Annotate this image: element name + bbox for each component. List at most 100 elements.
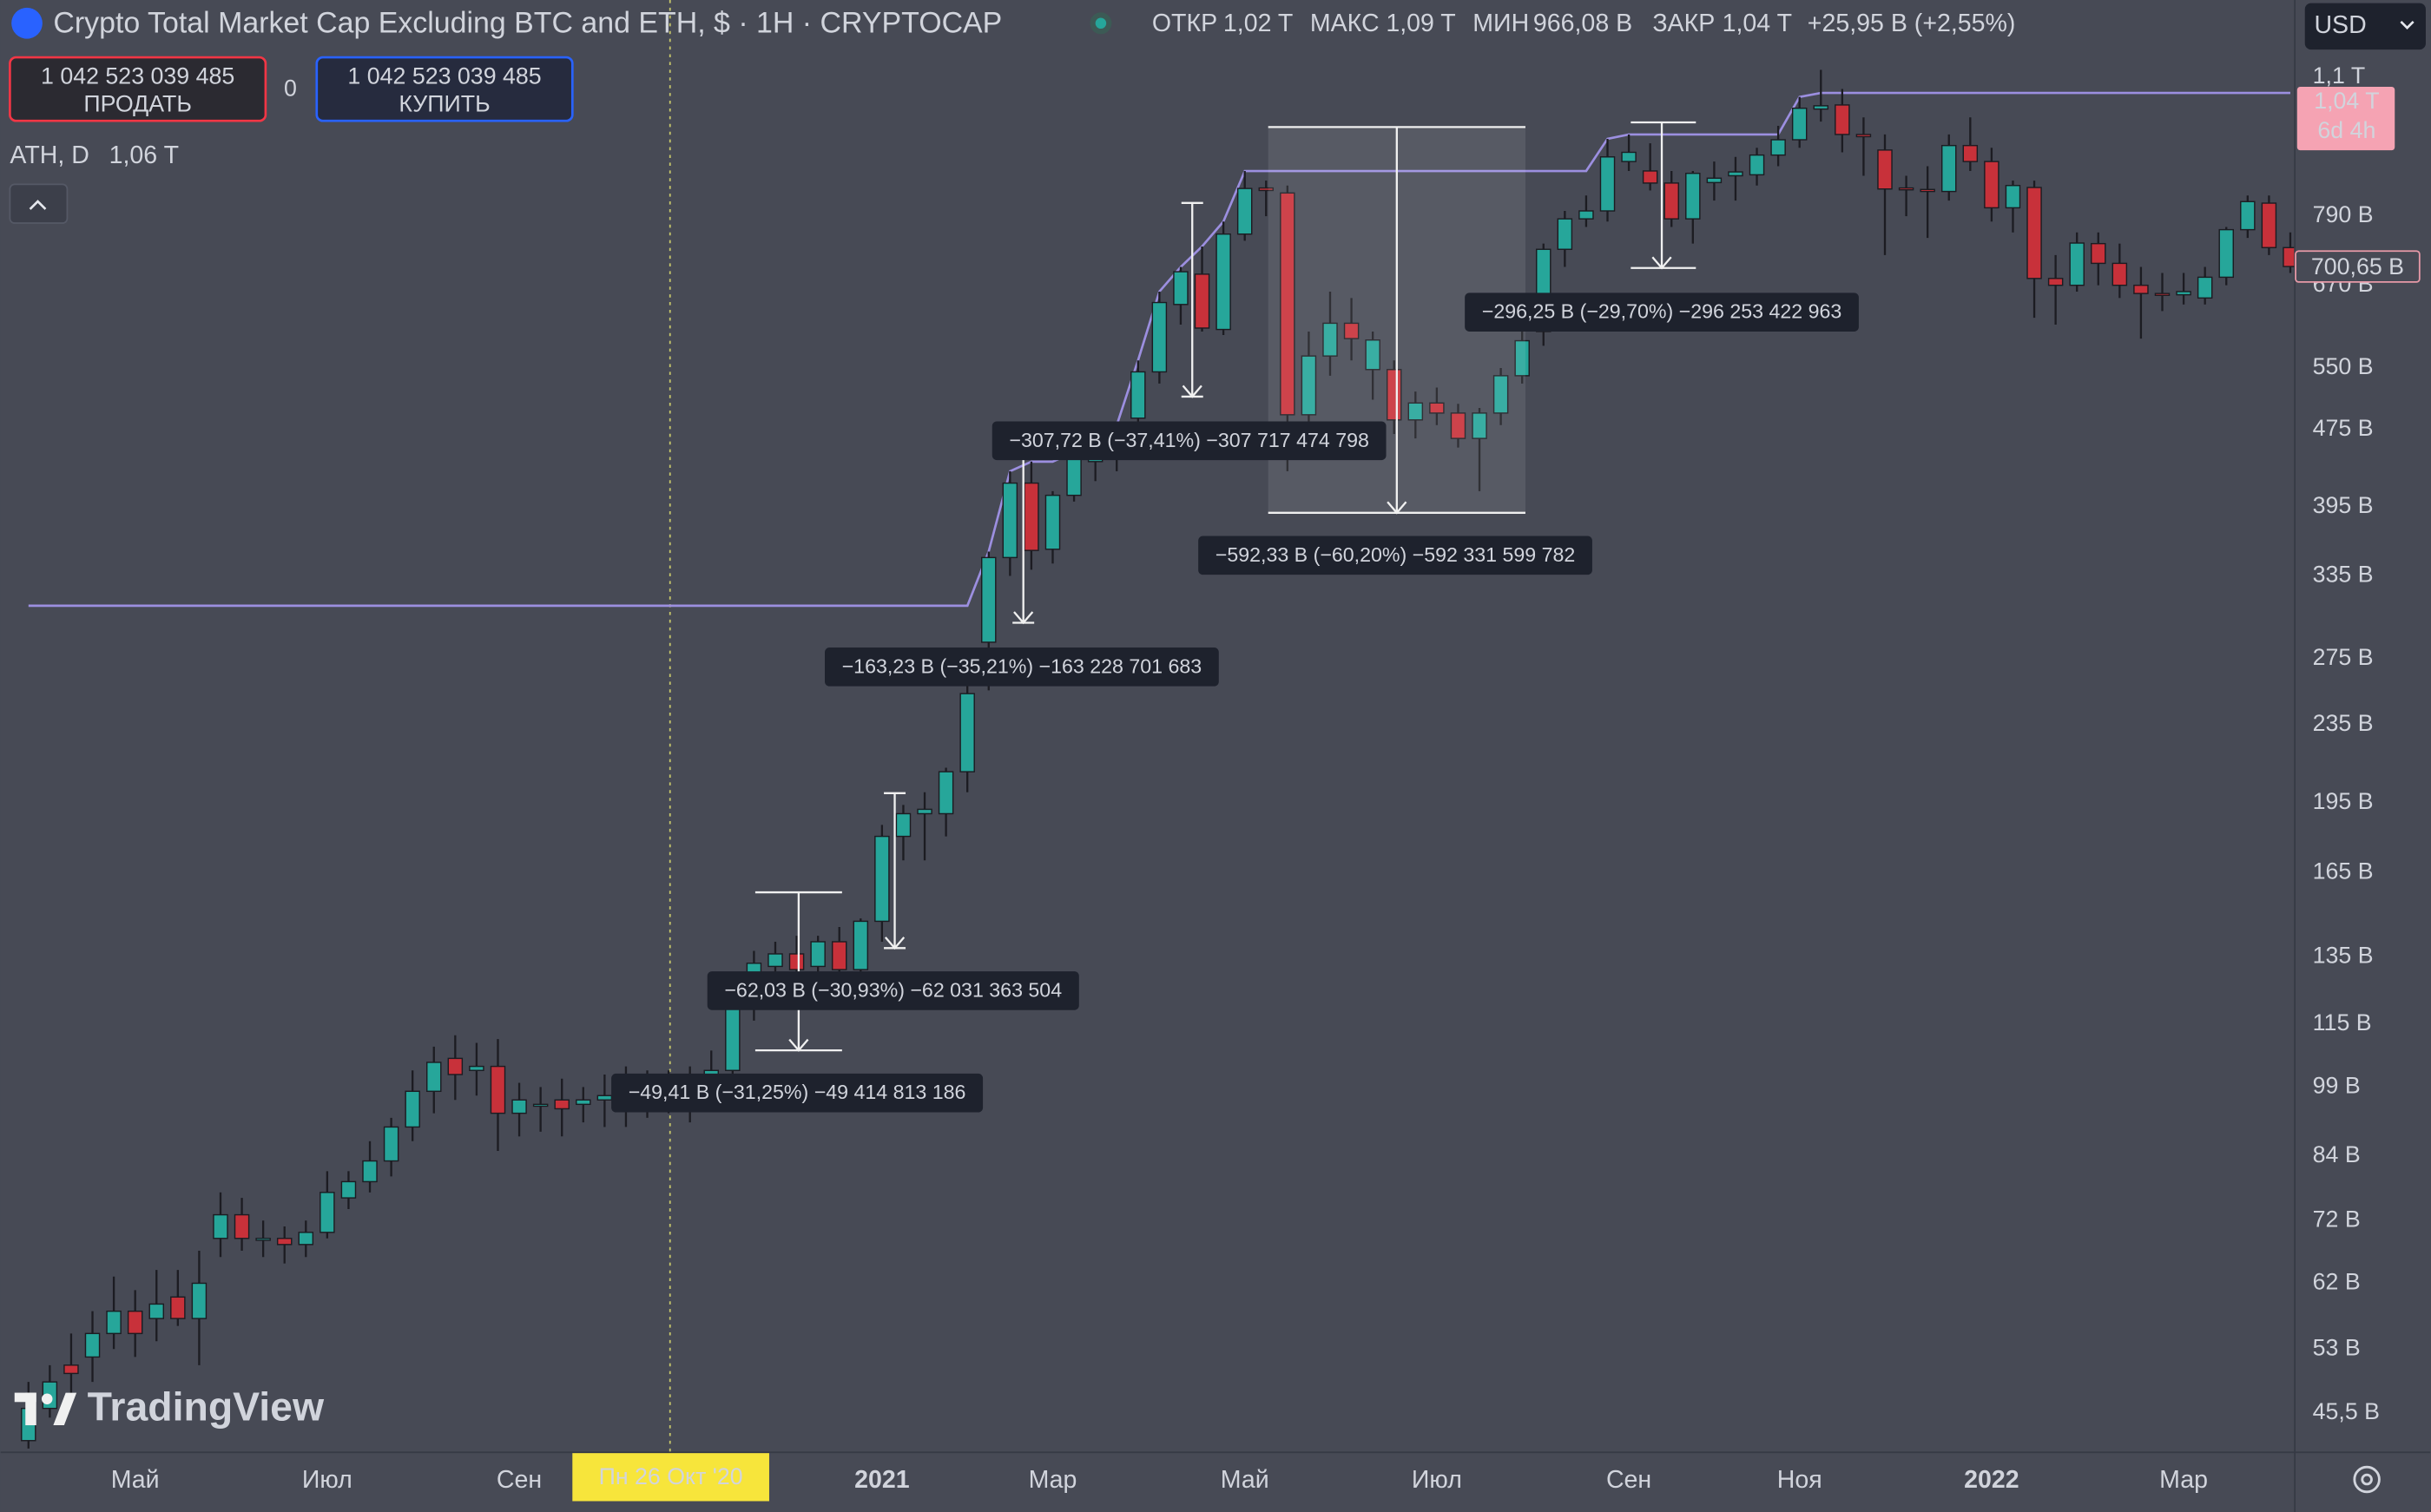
x-tick-label: Сен (1606, 1466, 1651, 1494)
watermark: TradingView (88, 1384, 325, 1429)
candle-body (1877, 149, 1893, 190)
y-tick-label: 550 B (2313, 353, 2374, 379)
candle-body (213, 1213, 228, 1239)
candle-body (831, 941, 847, 970)
candle-body (725, 1005, 741, 1071)
candle-body (532, 1103, 549, 1108)
measure-label-box (1465, 293, 1859, 332)
watermark-logo (14, 1392, 77, 1426)
settings-button[interactable] (2353, 1465, 2381, 1494)
sell-button[interactable] (9, 56, 267, 122)
candle-body (234, 1213, 250, 1239)
crosshair-date: Пн 26 Окт '20 (599, 1463, 743, 1489)
candle-body (1728, 171, 1743, 177)
y-tick-label: 84 B (2313, 1141, 2361, 1167)
candle-body (2261, 202, 2277, 248)
candle-body (1407, 402, 1424, 421)
y-tick-label: 72 B (2313, 1206, 2361, 1232)
candle-body (1194, 273, 1210, 329)
candle-body (2026, 187, 2042, 279)
candle-body (1749, 154, 1765, 176)
candle-body (1130, 371, 1146, 419)
candle-body (1365, 339, 1380, 371)
candle-body (2240, 201, 2256, 231)
candle-body (362, 1160, 378, 1183)
indicator-value: 1,06 T (109, 141, 179, 169)
candle-body (554, 1099, 570, 1110)
candle-body (2176, 291, 2191, 296)
measure-labels: −49,41 B (−31,25%) −49 414 813 186 −62,03… (611, 293, 1859, 1113)
candle-body (1258, 187, 1275, 192)
measure-label-box (992, 421, 1387, 461)
x-tick-label: Июл (1412, 1466, 1462, 1494)
candle-body (1557, 218, 1573, 250)
currency-dropdown[interactable] (2304, 3, 2426, 50)
candle-body (895, 812, 912, 838)
measure-label: −49,41 B (−31,25%) −49 414 813 186 (629, 1081, 966, 1103)
candle-body (320, 1192, 335, 1233)
x-tick-label: Мар (2159, 1466, 2208, 1494)
x-tick-label: Май (1221, 1466, 1269, 1494)
ohlc-value: 1,04 T (1723, 10, 1792, 37)
y-tick-label: 790 B (2313, 201, 2374, 227)
candle-body (1599, 156, 1616, 212)
settings-icon (2361, 1473, 2373, 1486)
ohlc-label: ОТКР (1152, 10, 1217, 37)
sell-label: ПРОДАТЬ (83, 90, 192, 116)
y-tick-label: 475 B (2313, 415, 2374, 441)
candle-body (1044, 494, 1061, 550)
x-tick-label: 2021 (854, 1466, 910, 1494)
candle-body (1024, 482, 1039, 551)
price-value: 1,04 T (2314, 88, 2379, 114)
x-tick-label: Мар (1029, 1466, 1077, 1494)
measure-arrow (1387, 501, 1407, 515)
countdown: 6d 4h (2317, 117, 2375, 143)
price-label (2296, 86, 2395, 151)
candle-body (1151, 301, 1168, 373)
measure-label: −163,23 B (−35,21%) −163 228 701 683 (842, 654, 1202, 677)
candle-body (1706, 177, 1723, 184)
ohlc-value: 1,02 T (1223, 10, 1293, 37)
measure-label-box (707, 971, 1079, 1010)
candle-body (1514, 339, 1530, 377)
x-tick-label: Май (111, 1466, 160, 1494)
candle-body (340, 1180, 357, 1199)
ath-line (28, 91, 2290, 608)
candle-body (1920, 188, 1935, 193)
y-tick-label: 53 B (2313, 1334, 2361, 1360)
candle-body (1173, 271, 1189, 306)
candle-body (853, 920, 869, 970)
ohlc-change: +25,95 B (+2,55%) (1808, 10, 2016, 37)
spread: 0 (284, 76, 297, 102)
y-tick-label: 195 B (2313, 788, 2374, 814)
indicator-name[interactable]: ATH, D (10, 141, 89, 169)
x-tick-label: Июл (302, 1466, 352, 1494)
x-tick-label: Ноя (1777, 1466, 1822, 1494)
measure-label-box (1198, 536, 1592, 575)
measure-arrow (1182, 385, 1202, 398)
candle-body (63, 1364, 79, 1375)
candle-body (383, 1126, 399, 1162)
crosshair-date-box (572, 1453, 769, 1502)
candle-body (788, 953, 805, 970)
measure-arrow (788, 1038, 809, 1052)
buy-label: КУПИТЬ (399, 90, 490, 116)
measure-label: −62,03 B (−30,93%) −62 031 363 504 (724, 978, 1062, 1001)
candle-body (148, 1303, 164, 1319)
candle-body (127, 1310, 143, 1335)
candle-body (1962, 144, 1979, 162)
last-price-box (2295, 250, 2421, 283)
y-tick-label: 62 B (2313, 1269, 2361, 1295)
candle-body (1492, 375, 1509, 414)
candle-body (874, 835, 890, 923)
symbol-icon (11, 7, 43, 39)
candle-body (2197, 276, 2213, 299)
buy-price: 1 042 523 039 485 (347, 62, 541, 89)
candle-body (191, 1282, 208, 1319)
candle-body (2111, 262, 2128, 286)
buy-button[interactable] (315, 56, 574, 122)
x-tick-label: Сен (497, 1466, 542, 1494)
x-tick-label: 2022 (1964, 1466, 2019, 1494)
candle-body (255, 1238, 271, 1241)
